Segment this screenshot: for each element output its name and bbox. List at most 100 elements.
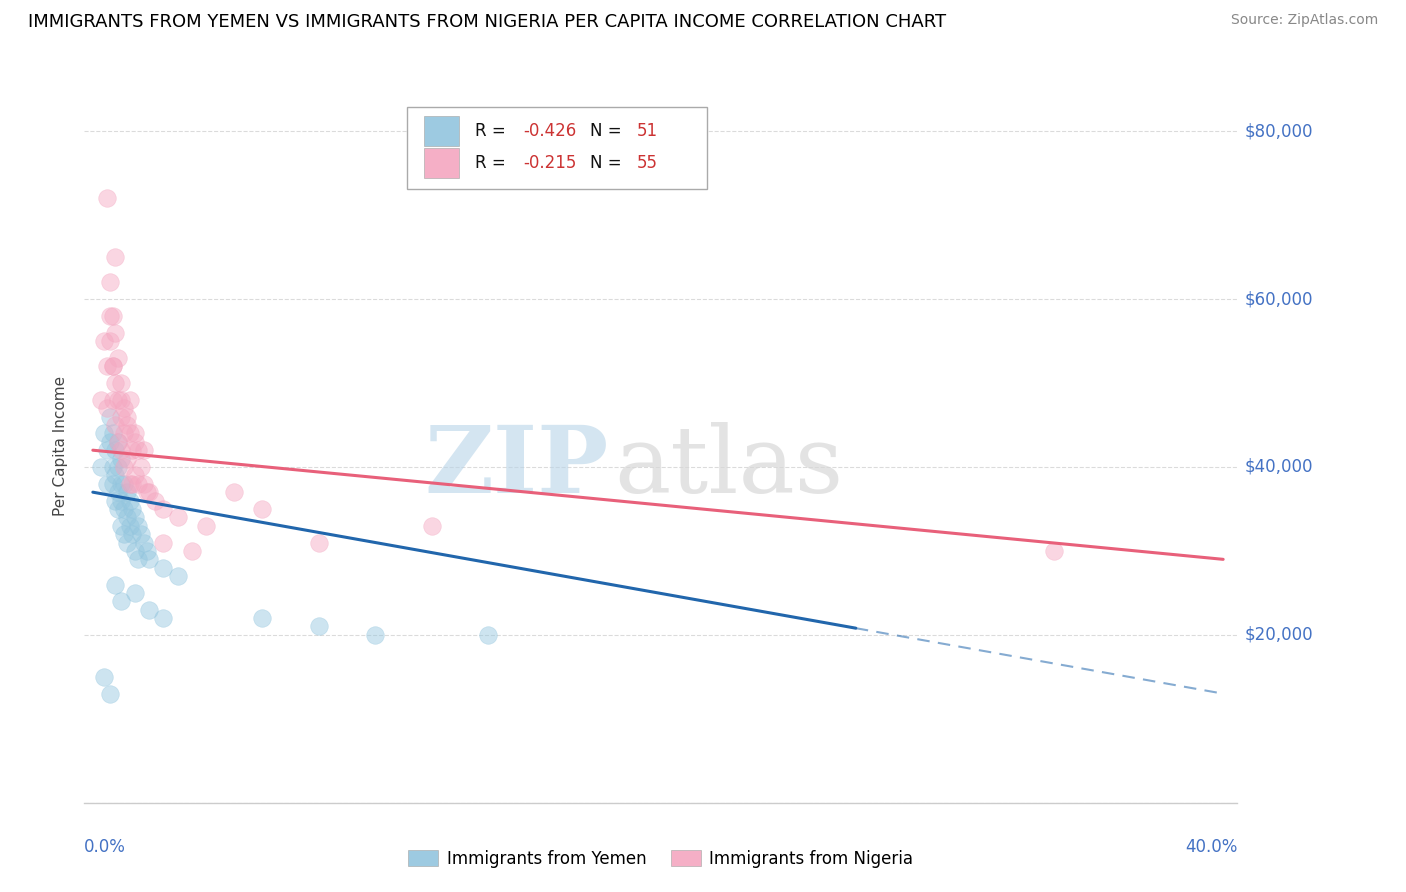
Point xyxy=(93,426,115,441)
Point xyxy=(104,250,127,264)
Point xyxy=(110,451,132,466)
Point xyxy=(115,485,138,500)
Point xyxy=(152,502,174,516)
Text: ZIP: ZIP xyxy=(425,423,609,512)
Point xyxy=(98,309,121,323)
Text: -0.426: -0.426 xyxy=(523,121,576,139)
Point xyxy=(124,468,146,483)
Point xyxy=(132,535,155,549)
Text: $80,000: $80,000 xyxy=(1244,122,1313,140)
Point xyxy=(166,510,188,524)
Text: atlas: atlas xyxy=(614,423,844,512)
Point xyxy=(107,351,129,365)
Point xyxy=(152,611,174,625)
Point xyxy=(98,687,121,701)
FancyBboxPatch shape xyxy=(408,107,707,189)
Point xyxy=(127,443,149,458)
Point xyxy=(101,476,124,491)
Point xyxy=(98,334,121,348)
Point xyxy=(110,476,132,491)
Text: $40,000: $40,000 xyxy=(1244,458,1313,476)
Point xyxy=(118,392,141,407)
Point xyxy=(112,460,135,475)
Point xyxy=(96,359,118,374)
Point xyxy=(124,434,146,449)
Text: N =: N = xyxy=(591,121,627,139)
Point xyxy=(104,443,127,458)
Point xyxy=(104,577,127,591)
Point xyxy=(96,443,118,458)
Point xyxy=(364,628,387,642)
Point xyxy=(101,359,124,374)
Point xyxy=(104,493,127,508)
Point xyxy=(132,476,155,491)
Text: -0.215: -0.215 xyxy=(523,153,576,171)
Point xyxy=(98,409,121,424)
Point xyxy=(124,544,146,558)
Point xyxy=(129,460,152,475)
Point xyxy=(107,392,129,407)
Point xyxy=(112,426,135,441)
Bar xyxy=(425,148,458,178)
Point xyxy=(118,476,141,491)
Point xyxy=(101,426,124,441)
Y-axis label: Per Capita Income: Per Capita Income xyxy=(52,376,67,516)
Text: 0.0%: 0.0% xyxy=(84,838,127,856)
Point xyxy=(118,518,141,533)
Point xyxy=(107,460,129,475)
Bar xyxy=(425,116,458,145)
Point xyxy=(110,443,132,458)
Point xyxy=(115,535,138,549)
Point xyxy=(110,518,132,533)
Point xyxy=(252,611,274,625)
Point xyxy=(101,359,124,374)
Text: 40.0%: 40.0% xyxy=(1185,838,1237,856)
Point xyxy=(138,552,160,566)
Point xyxy=(104,376,127,390)
Point xyxy=(420,518,443,533)
Text: N =: N = xyxy=(591,153,627,171)
Point xyxy=(127,476,149,491)
Point xyxy=(96,476,118,491)
Point xyxy=(107,434,129,449)
Point xyxy=(107,485,129,500)
Point xyxy=(110,493,132,508)
Point xyxy=(110,594,132,608)
Point xyxy=(112,401,135,416)
Text: R =: R = xyxy=(475,121,512,139)
Point xyxy=(101,460,124,475)
Point xyxy=(101,309,124,323)
Point xyxy=(121,476,143,491)
Point xyxy=(104,468,127,483)
Point xyxy=(127,552,149,566)
Point xyxy=(107,502,129,516)
Point xyxy=(308,619,330,633)
Point xyxy=(152,560,174,574)
Text: $20,000: $20,000 xyxy=(1244,626,1313,644)
Text: IMMIGRANTS FROM YEMEN VS IMMIGRANTS FROM NIGERIA PER CAPITA INCOME CORRELATION C: IMMIGRANTS FROM YEMEN VS IMMIGRANTS FROM… xyxy=(28,13,946,31)
Point xyxy=(101,392,124,407)
Point xyxy=(93,670,115,684)
Point xyxy=(90,460,112,475)
Point xyxy=(104,326,127,340)
Point xyxy=(138,603,160,617)
Point xyxy=(152,535,174,549)
Point xyxy=(112,527,135,541)
Point xyxy=(143,493,166,508)
Legend: Immigrants from Yemen, Immigrants from Nigeria: Immigrants from Yemen, Immigrants from N… xyxy=(402,844,920,875)
Point xyxy=(112,476,135,491)
Point xyxy=(110,376,132,390)
Point xyxy=(90,392,112,407)
Point xyxy=(166,569,188,583)
Point xyxy=(1042,544,1064,558)
Point xyxy=(104,417,127,432)
Point xyxy=(118,493,141,508)
Point xyxy=(115,409,138,424)
Point xyxy=(180,544,202,558)
Point xyxy=(129,527,152,541)
Point xyxy=(112,502,135,516)
Point xyxy=(121,443,143,458)
Point xyxy=(121,502,143,516)
Point xyxy=(124,426,146,441)
Point xyxy=(194,518,217,533)
